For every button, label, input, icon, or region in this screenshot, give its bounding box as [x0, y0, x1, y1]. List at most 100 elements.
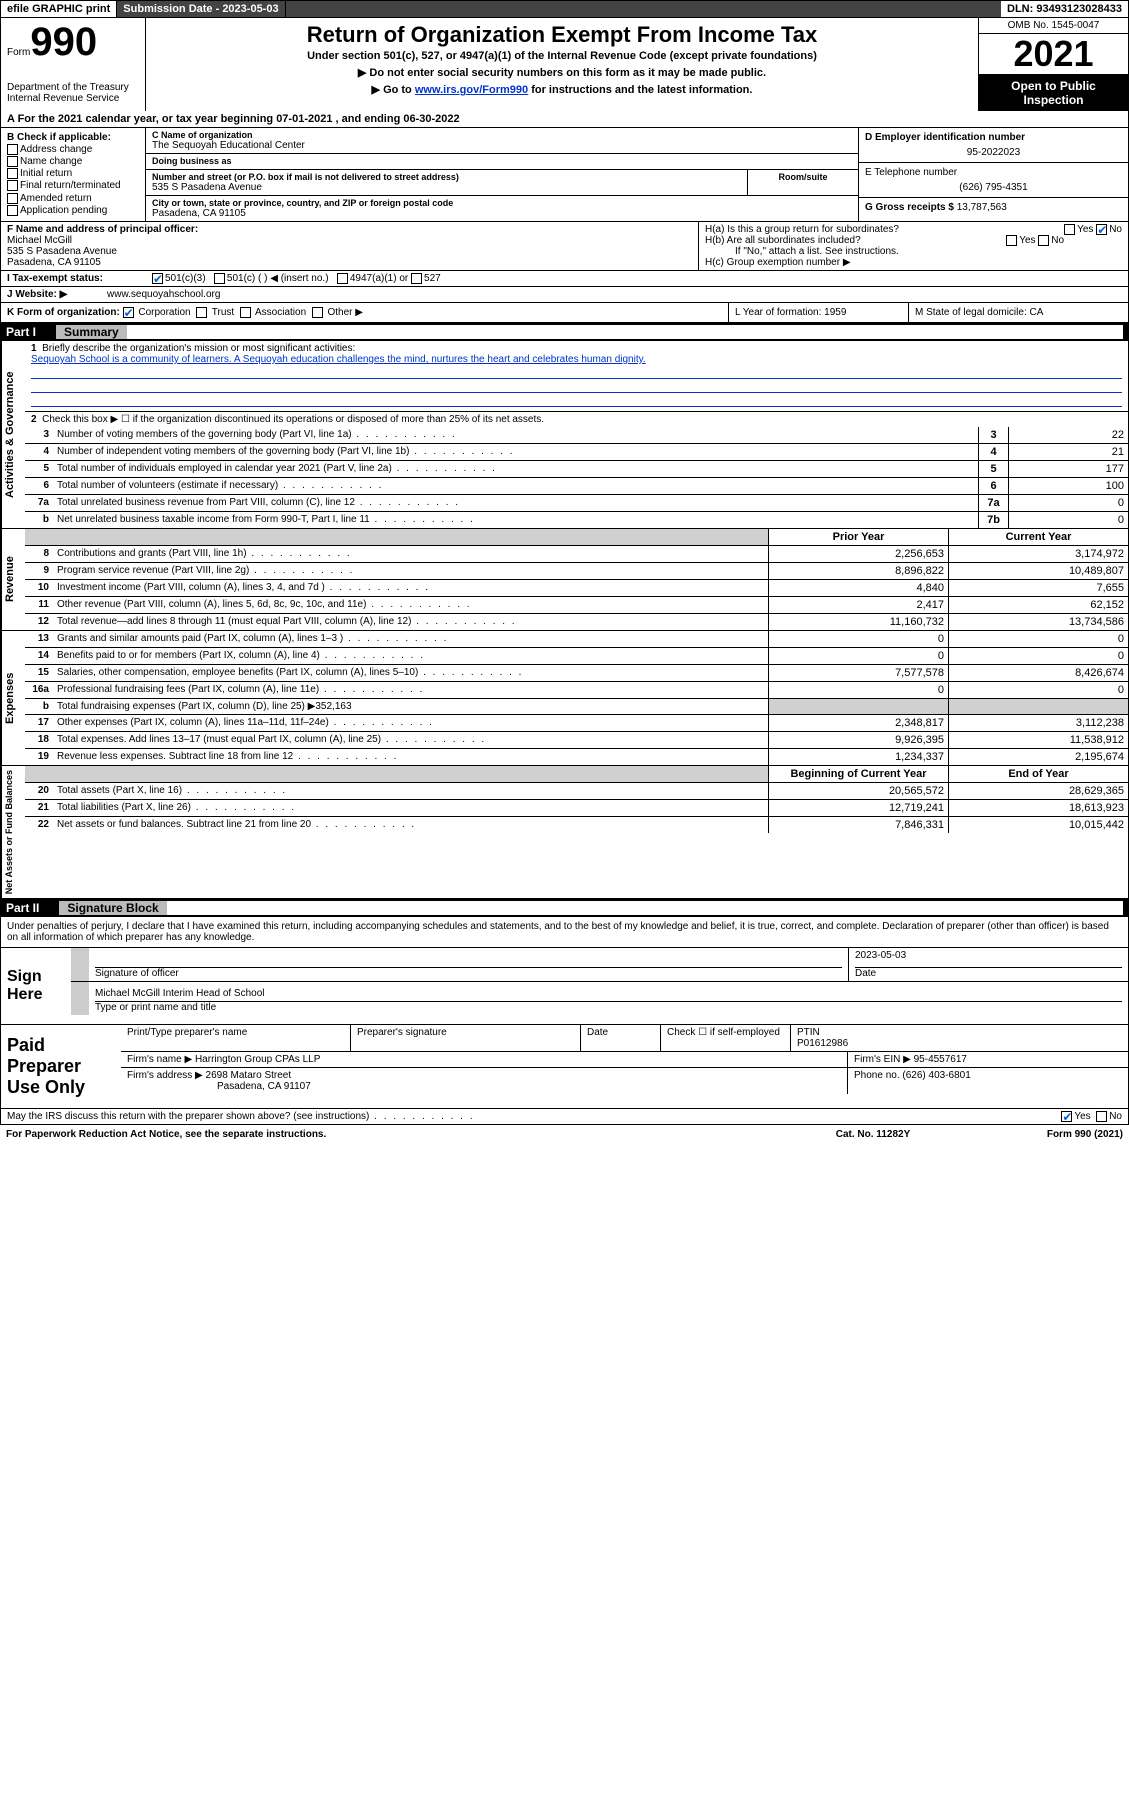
- rev-rows: 8Contributions and grants (Part VIII, li…: [25, 546, 1128, 630]
- col-current: Current Year: [948, 529, 1128, 545]
- subtitle-3: ▶ Go to www.irs.gov/Form990 for instruct…: [154, 83, 970, 96]
- hb-no-check[interactable]: [1038, 235, 1049, 246]
- phone-cell: Phone no. (626) 403-6801: [848, 1068, 1128, 1094]
- c-street-label: Number and street (or P.O. box if mail i…: [152, 172, 741, 182]
- net-boy: 12,719,241: [768, 800, 948, 816]
- b-opt-pending[interactable]: Application pending: [7, 205, 139, 216]
- line2: 2 Check this box ▶ ☐ if the organization…: [25, 412, 1128, 427]
- b-opt-amended[interactable]: Amended return: [7, 193, 139, 204]
- section-d: D Employer identification number 95-2022…: [859, 128, 1128, 163]
- gov-row-4: 4Number of independent voting members of…: [25, 444, 1128, 461]
- k-corp-check[interactable]: [123, 307, 134, 318]
- g-label: G Gross receipts $: [865, 202, 954, 213]
- gov-num: 4: [25, 444, 53, 460]
- rev-desc: Program service revenue (Part VIII, line…: [53, 563, 768, 579]
- part2-title: Signature Block: [59, 901, 166, 915]
- ha-yes-check[interactable]: [1064, 224, 1075, 235]
- submission-date: Submission Date - 2023-05-03: [117, 1, 285, 17]
- net-eoy: 28,629,365: [948, 783, 1128, 799]
- i-opt1: 501(c)(3): [165, 273, 206, 284]
- gov-rows: 3Number of voting members of the governi…: [25, 427, 1128, 528]
- vtab-net: Net Assets or Fund Balances: [1, 766, 25, 898]
- sig-name-field: Michael McGill Interim Head of School Ty…: [89, 982, 1128, 1015]
- sig-officer-label: Signature of officer: [95, 968, 842, 979]
- k-trust-check[interactable]: [196, 307, 207, 318]
- ha-yes: Yes: [1077, 224, 1093, 235]
- exp-prior: 9,926,395: [768, 732, 948, 748]
- net-num: 22: [25, 817, 53, 833]
- i-527-check[interactable]: [411, 273, 422, 284]
- firm-addr2: Pasadena, CA 91107: [127, 1081, 311, 1092]
- org-street: 535 S Pasadena Avenue: [152, 182, 741, 193]
- ptin-value: P01612986: [797, 1038, 848, 1049]
- sign-right: Signature of officer 2023-05-03 Date Mic…: [71, 948, 1128, 1024]
- sig-name-label: Type or print name and title: [95, 1002, 1122, 1013]
- gov-desc: Number of voting members of the governin…: [53, 427, 978, 443]
- rev-row-11: 11Other revenue (Part VIII, column (A), …: [25, 597, 1128, 614]
- discuss-no-check[interactable]: [1096, 1111, 1107, 1122]
- line1-label: Briefly describe the organization's miss…: [42, 343, 355, 354]
- firm-ein-label: Firm's EIN ▶: [854, 1054, 911, 1065]
- sign-arrow-1: [71, 948, 89, 981]
- paid-block: Paid Preparer Use Only Print/Type prepar…: [0, 1025, 1129, 1109]
- rev-num: 11: [25, 597, 53, 613]
- paperwork-notice: For Paperwork Reduction Act Notice, see …: [6, 1129, 773, 1140]
- b-opt-initial[interactable]: Initial return: [7, 168, 139, 179]
- rev-current: 3,174,972: [948, 546, 1128, 562]
- rev-current: 7,655: [948, 580, 1128, 596]
- b-opt-address[interactable]: Address change: [7, 144, 139, 155]
- k-opt3: Other ▶: [327, 307, 362, 318]
- net-num: 21: [25, 800, 53, 816]
- irs-label: Internal Revenue Service: [7, 93, 139, 104]
- k-assoc-check[interactable]: [240, 307, 251, 318]
- form-footer: Form 990 (2021): [973, 1129, 1123, 1140]
- sign-arrow-2: [71, 982, 89, 1015]
- k-other-check[interactable]: [312, 307, 323, 318]
- sig-intro: Under penalties of perjury, I declare th…: [0, 917, 1129, 948]
- i-501c3-check[interactable]: [152, 273, 163, 284]
- gov-desc: Total number of volunteers (estimate if …: [53, 478, 978, 494]
- rev-row-8: 8Contributions and grants (Part VIII, li…: [25, 546, 1128, 563]
- col-eoy: End of Year: [948, 766, 1128, 782]
- exp-row-13: 13Grants and similar amounts paid (Part …: [25, 631, 1128, 648]
- exp-desc: Grants and similar amounts paid (Part IX…: [53, 631, 768, 647]
- exp-num: 19: [25, 749, 53, 765]
- rev-desc: Total revenue—add lines 8 through 11 (mu…: [53, 614, 768, 630]
- i-4947-check[interactable]: [337, 273, 348, 284]
- gov-boxn: 3: [978, 427, 1008, 443]
- part1-gov-content: 1 Briefly describe the organization's mi…: [25, 341, 1128, 528]
- efile-label: efile GRAPHIC print: [1, 1, 117, 17]
- rev-num: 10: [25, 580, 53, 596]
- net-desc: Net assets or fund balances. Subtract li…: [53, 817, 768, 833]
- ha-no-check[interactable]: [1096, 224, 1107, 235]
- section-c: C Name of organization The Sequoyah Educ…: [146, 128, 858, 221]
- discuss-yes-check[interactable]: [1061, 1111, 1072, 1122]
- form-prefix: Form: [7, 47, 30, 58]
- irs-link[interactable]: www.irs.gov/Form990: [415, 84, 528, 96]
- hb-yes-check[interactable]: [1006, 235, 1017, 246]
- exp-desc: Revenue less expenses. Subtract line 18 …: [53, 749, 768, 765]
- b-opt-final[interactable]: Final return/terminated: [7, 180, 139, 191]
- exp-row-b: bTotal fundraising expenses (Part IX, co…: [25, 699, 1128, 715]
- h-name: Print/Type preparer's name: [121, 1025, 351, 1051]
- b-opt-name[interactable]: Name change: [7, 156, 139, 167]
- paid-row-2: Firm's name ▶ Harrington Group CPAs LLP …: [121, 1052, 1128, 1068]
- sign-row-1: Signature of officer 2023-05-03 Date: [71, 948, 1128, 982]
- h-ptin-col: PTIN P01612986: [791, 1025, 1128, 1051]
- exp-desc: Other expenses (Part IX, column (A), lin…: [53, 715, 768, 731]
- net-row-22: 22Net assets or fund balances. Subtract …: [25, 817, 1128, 833]
- i-501c-check[interactable]: [214, 273, 225, 284]
- row-l: L Year of formation: 1959: [728, 303, 908, 322]
- net-num: 20: [25, 783, 53, 799]
- rev-prior: 4,840: [768, 580, 948, 596]
- part1-title: Summary: [56, 325, 127, 339]
- exp-desc: Professional fundraising fees (Part IX, …: [53, 682, 768, 698]
- rev-prior: 8,896,822: [768, 563, 948, 579]
- gov-num: 5: [25, 461, 53, 477]
- b-opt-1: Name change: [20, 156, 82, 167]
- sig-date-label: Date: [855, 968, 1122, 979]
- c-dba-box: Doing business as: [146, 154, 858, 170]
- rev-current: 10,489,807: [948, 563, 1128, 579]
- c-dba-label: Doing business as: [152, 156, 852, 166]
- dln: DLN: 93493123028433: [1001, 1, 1128, 17]
